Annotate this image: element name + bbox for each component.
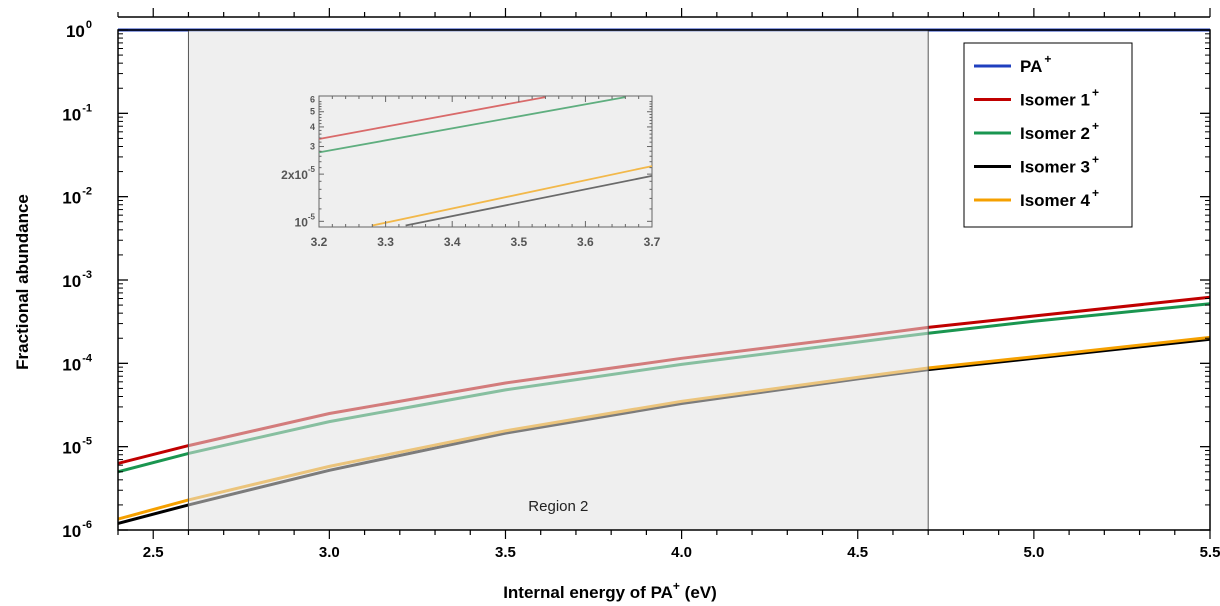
inset-series-line-isomer-1 <box>318 96 546 140</box>
y-axis-title: Fractional abundance <box>13 194 32 370</box>
inset-plot: 3.2 3.3 3.4 3.5 3.6 3.7 6 5 4 3 2x10-5 10-5 <box>281 94 660 249</box>
y-tick-label: 10-1 <box>62 102 92 124</box>
inset-x-tick-label: 3.4 <box>444 235 461 249</box>
inset-series-line-isomer-3 <box>405 175 653 227</box>
y-tick-label: 10-4 <box>62 352 93 374</box>
inset-frame <box>318 95 653 228</box>
x-axis-title: Internal energy of PA+ (eV) <box>503 579 717 602</box>
inset-y-tick-label: 5 <box>310 107 315 117</box>
inset-series-line-isomer-2 <box>318 96 626 154</box>
legend-box <box>963 42 1133 228</box>
inset-y-tick-label: 2x10-5 <box>281 165 315 182</box>
y-tick-label: 10-3 <box>62 269 92 291</box>
inset-x-tick-label: 3.3 <box>377 235 394 249</box>
x-axis-title-sup: + <box>673 579 680 593</box>
legend-label: Isomer 2 + <box>1020 119 1099 143</box>
inset-y-tick-label: 4 <box>310 122 315 132</box>
legend-label: PA + <box>1020 52 1051 76</box>
inset-x-tick-label: 3.5 <box>510 235 527 249</box>
x-tick-label: 4.0 <box>671 544 692 561</box>
y-tick-label: 10-5 <box>62 436 92 458</box>
x-tick-label: 2.5 <box>143 544 164 561</box>
legend-label: Isomer 3 + <box>1020 153 1099 177</box>
inset-y-tick-label: 3 <box>310 142 315 152</box>
y-tick-label: 10-2 <box>62 186 92 208</box>
x-axis-ticks: 2.5 3.0 3.5 4.0 4.5 5.0 5.5 <box>117 8 1220 561</box>
x-axis-title-main: Internal energy of PA <box>503 583 673 602</box>
x-tick-label: 4.5 <box>847 544 868 561</box>
legend-label: Isomer 4 + <box>1020 186 1099 210</box>
inset-x-tick-label: 3.7 <box>644 235 661 249</box>
legend: PA + Isomer 1 + Isomer 2 + Isomer 3 + Isomer 4 + <box>963 42 1133 228</box>
y-tick-label: 100 <box>66 19 92 41</box>
x-tick-label: 5.0 <box>1023 544 1044 561</box>
y-axis-ticks: 100 10-1 10-2 10-3 10-4 10-5 10-6 <box>62 19 1210 541</box>
region-2-label: Region 2 <box>528 498 588 515</box>
legend-label: Isomer 1 + <box>1020 86 1099 110</box>
x-tick-label: 3.5 <box>495 544 516 561</box>
x-axis-title-unit: (eV) <box>680 583 717 602</box>
y-tick-label: 10-6 <box>62 519 92 541</box>
x-tick-label: 5.5 <box>1200 544 1220 561</box>
inset-x-tick-label: 3.2 <box>311 235 328 249</box>
inset-x-tick-label: 3.6 <box>577 235 594 249</box>
inset-series-line-isomer-4 <box>372 165 653 227</box>
inset-y-tick-label: 10-5 <box>295 212 316 229</box>
x-tick-label: 3.0 <box>319 544 340 561</box>
inset-y-tick-label: 6 <box>310 94 315 104</box>
